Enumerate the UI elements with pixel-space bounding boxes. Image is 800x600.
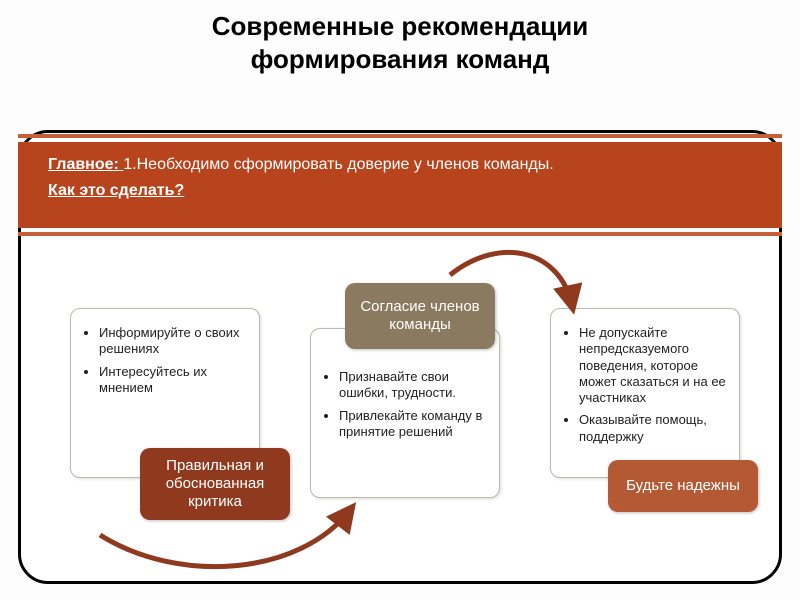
card-bullet: Оказывайте помощь, поддержку (579, 412, 727, 445)
card-bullet: Признавайте свои ошибки, трудности. (339, 369, 487, 402)
banner-main-label: Главное: (48, 156, 123, 173)
info-card-3: Не допускайте непредсказуемого поведения… (550, 308, 740, 478)
divider-bottom (18, 232, 782, 236)
card-bullet-list: Признавайте свои ошибки, трудности. Привл… (323, 369, 487, 440)
banner-sub-label: Как это сделать? (48, 182, 752, 200)
card-bullet: Информируйте о своих решениях (99, 325, 247, 358)
card-bullet: Не допускайте непредсказуемого поведения… (579, 325, 727, 406)
title-line-1: Современные рекомендации (0, 10, 800, 43)
card-bullet: Привлекайте команду в принятие решений (339, 408, 487, 441)
card-tag-2: Согласие членов команды (345, 283, 495, 349)
main-banner: Главное: 1.Необходимо сформировать довер… (18, 142, 782, 228)
banner-line-1: Главное: 1.Необходимо сформировать довер… (48, 156, 752, 174)
card-bullet-list: Информируйте о своих решениях Интересуйте… (83, 325, 247, 396)
card-bullet: Интересуйтесь их мнением (99, 364, 247, 397)
card-bullet-list: Не допускайте непредсказуемого поведения… (563, 325, 727, 445)
title-line-2: формирования команд (0, 43, 800, 76)
card-tag-3: Будьте надежны (608, 460, 758, 512)
slide-title: Современные рекомендации формирования ко… (0, 10, 800, 75)
divider-top (18, 134, 782, 138)
info-card-2: Признавайте свои ошибки, трудности. Привл… (310, 328, 500, 498)
banner-main-text: 1.Необходимо сформировать доверие у член… (123, 156, 553, 173)
card-tag-1: Правильная и обоснованная критика (140, 448, 290, 520)
